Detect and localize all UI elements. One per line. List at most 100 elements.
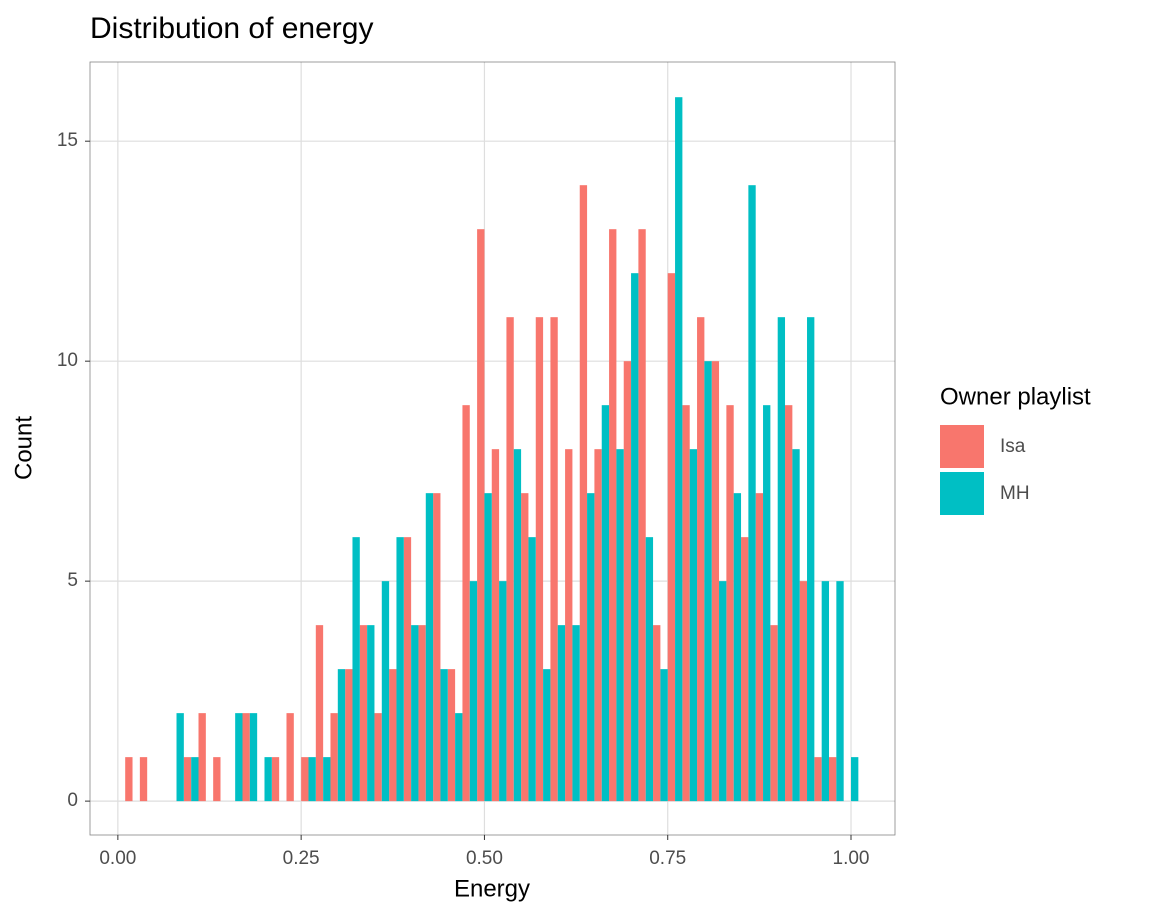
bar — [374, 713, 382, 802]
bar — [323, 757, 331, 802]
bar — [557, 625, 566, 802]
bar — [249, 713, 258, 802]
bar — [469, 581, 478, 802]
y-tick-label: 15 — [57, 130, 78, 151]
chart-title: Distribution of energy — [90, 12, 373, 45]
bar — [484, 493, 492, 802]
y-tick-label: 5 — [67, 570, 78, 591]
bar — [587, 493, 595, 802]
bar — [521, 493, 529, 802]
bar — [726, 405, 734, 802]
bar — [125, 757, 133, 802]
bar — [785, 405, 793, 802]
bar — [601, 405, 610, 802]
bar — [330, 713, 338, 802]
bar — [572, 625, 580, 802]
bar — [381, 581, 390, 802]
bar — [235, 713, 243, 802]
bar — [550, 317, 558, 802]
bar — [616, 449, 624, 802]
bar — [191, 757, 199, 802]
bar — [719, 581, 727, 802]
bar — [447, 669, 456, 802]
bar — [697, 317, 705, 802]
y-tick-label: 10 — [57, 350, 78, 371]
bar — [477, 229, 485, 802]
x-tick-label: 0.75 — [649, 848, 686, 869]
bar — [352, 537, 360, 802]
bar — [565, 449, 573, 802]
bar — [660, 669, 668, 802]
bar — [653, 625, 661, 802]
x-tick-label: 1.00 — [833, 848, 870, 869]
bar — [198, 713, 206, 802]
bar — [814, 757, 822, 802]
bar — [609, 229, 617, 802]
bar — [462, 405, 470, 802]
bar — [513, 449, 522, 802]
bar — [139, 757, 148, 802]
bar — [433, 493, 441, 802]
bar — [359, 625, 368, 802]
legend-label: MH — [1000, 483, 1030, 504]
bar — [675, 97, 683, 802]
bar — [689, 449, 698, 802]
bar — [389, 669, 397, 802]
bar — [667, 273, 676, 802]
bar — [403, 537, 412, 802]
bar — [440, 669, 448, 802]
legend-title: Owner playlist — [940, 383, 1091, 410]
bar — [755, 493, 764, 802]
bar — [286, 713, 294, 802]
y-axis-label: Count — [10, 416, 37, 480]
bar — [535, 317, 544, 802]
bar — [455, 713, 463, 802]
bar — [264, 757, 272, 802]
bar — [579, 185, 588, 802]
x-tick-label: 0.25 — [283, 848, 320, 869]
legend-key — [940, 425, 984, 468]
bar — [337, 669, 346, 802]
bar — [315, 625, 324, 802]
bar — [704, 361, 712, 802]
bar — [711, 361, 720, 802]
legend-key — [940, 472, 984, 515]
x-axis-label: Energy — [454, 875, 530, 902]
bar — [741, 537, 749, 802]
bar — [242, 713, 250, 802]
bar — [777, 317, 786, 802]
bar — [733, 493, 742, 802]
bar — [176, 713, 184, 802]
bar — [645, 537, 654, 802]
bar — [425, 493, 434, 802]
bar — [851, 757, 859, 802]
bar — [491, 449, 500, 802]
bar — [623, 361, 632, 802]
bar — [506, 317, 514, 802]
bar — [345, 669, 353, 802]
bar — [367, 625, 375, 802]
bar — [763, 405, 771, 802]
panel-border — [89, 61, 896, 836]
bar — [770, 625, 778, 802]
bar — [411, 625, 419, 802]
x-tick-label: 0.50 — [466, 848, 503, 869]
bar — [213, 757, 221, 802]
bar — [528, 537, 536, 802]
bar — [396, 537, 404, 802]
bar — [499, 581, 507, 802]
bar — [631, 273, 639, 802]
bar — [543, 669, 551, 802]
bar — [836, 581, 844, 802]
bar — [183, 757, 192, 802]
bar — [308, 757, 316, 802]
bar — [594, 449, 602, 802]
bar — [821, 581, 830, 802]
bar — [829, 757, 837, 802]
bar — [799, 581, 808, 802]
x-tick-label: 0.00 — [99, 848, 136, 869]
bar — [748, 185, 756, 802]
bar — [792, 449, 800, 802]
bar — [301, 757, 309, 802]
